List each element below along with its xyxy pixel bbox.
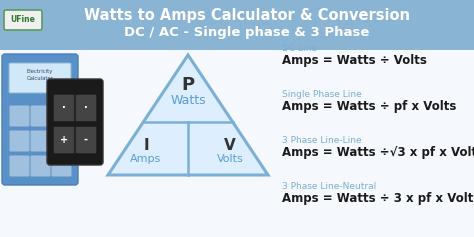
Text: +: + bbox=[60, 135, 68, 145]
FancyBboxPatch shape bbox=[9, 131, 29, 151]
FancyBboxPatch shape bbox=[30, 105, 51, 127]
Text: Electricity
Calculator: Electricity Calculator bbox=[27, 69, 54, 81]
FancyBboxPatch shape bbox=[30, 155, 51, 177]
FancyBboxPatch shape bbox=[75, 127, 97, 154]
Bar bbox=[0, 50, 474, 237]
Polygon shape bbox=[108, 55, 268, 175]
FancyBboxPatch shape bbox=[52, 105, 72, 127]
Text: DC Line: DC Line bbox=[282, 44, 317, 53]
FancyBboxPatch shape bbox=[54, 95, 74, 122]
Text: UFine: UFine bbox=[10, 14, 36, 23]
FancyBboxPatch shape bbox=[2, 54, 78, 185]
FancyBboxPatch shape bbox=[9, 105, 29, 127]
Text: I: I bbox=[143, 137, 149, 152]
Text: 3 Phase Line-Neutral: 3 Phase Line-Neutral bbox=[282, 182, 376, 191]
Text: Amps = Watts ÷√3 x pf x Volts: Amps = Watts ÷√3 x pf x Volts bbox=[282, 146, 474, 159]
Text: Single Phase Line: Single Phase Line bbox=[282, 90, 362, 99]
Text: Watts: Watts bbox=[170, 94, 206, 106]
Text: P: P bbox=[182, 76, 194, 94]
Text: Amps: Amps bbox=[130, 154, 162, 164]
Text: 3 Phase Line-Line: 3 Phase Line-Line bbox=[282, 136, 362, 145]
Text: Amps = Watts ÷ Volts: Amps = Watts ÷ Volts bbox=[282, 54, 427, 67]
FancyBboxPatch shape bbox=[54, 127, 74, 154]
Text: -: - bbox=[84, 135, 88, 145]
Bar bbox=[0, 0, 474, 50]
FancyBboxPatch shape bbox=[30, 131, 51, 151]
Text: Volts: Volts bbox=[217, 154, 243, 164]
Text: Amps = Watts ÷ 3 x pf x Volts: Amps = Watts ÷ 3 x pf x Volts bbox=[282, 192, 474, 205]
Text: ·: · bbox=[62, 103, 66, 113]
FancyBboxPatch shape bbox=[52, 131, 72, 151]
FancyBboxPatch shape bbox=[9, 155, 29, 177]
FancyBboxPatch shape bbox=[52, 155, 72, 177]
Text: ·: · bbox=[84, 103, 88, 113]
FancyBboxPatch shape bbox=[47, 79, 103, 165]
Text: DC / AC - Single phase & 3 Phase: DC / AC - Single phase & 3 Phase bbox=[124, 26, 370, 39]
Text: Watts to Amps Calculator & Conversion: Watts to Amps Calculator & Conversion bbox=[84, 8, 410, 23]
Text: Amps = Watts ÷ pf x Volts: Amps = Watts ÷ pf x Volts bbox=[282, 100, 456, 113]
FancyBboxPatch shape bbox=[4, 10, 42, 30]
FancyBboxPatch shape bbox=[75, 95, 97, 122]
FancyBboxPatch shape bbox=[9, 63, 71, 93]
Text: V: V bbox=[224, 137, 236, 152]
